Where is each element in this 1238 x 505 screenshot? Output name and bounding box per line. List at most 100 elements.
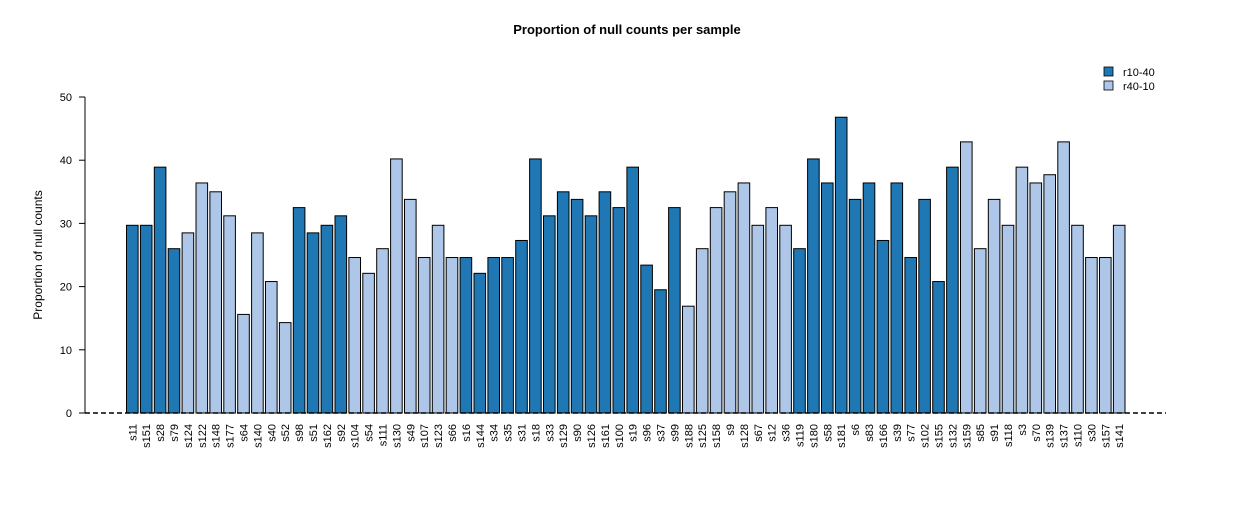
x-tick-label: s31	[517, 424, 529, 442]
x-tick-label: s90	[572, 424, 584, 442]
bar-s9	[723, 191, 737, 414]
x-tick-label: s137	[1059, 424, 1071, 448]
bar-s39	[890, 182, 904, 414]
bar-s125	[695, 248, 709, 414]
bar-s177	[223, 215, 236, 414]
x-tick-label: s11	[127, 424, 139, 441]
bar-s49	[404, 198, 417, 414]
bar-s122	[195, 182, 209, 414]
bar-s52	[278, 322, 292, 414]
x-tick-label: s144	[475, 424, 487, 448]
bar-s85	[973, 248, 987, 414]
x-tick-label: s49	[405, 424, 417, 442]
bar-s31	[515, 239, 528, 414]
bar-s91	[987, 198, 1001, 414]
x-tick-label: s180	[808, 424, 820, 448]
y-tick-label: 40	[60, 155, 72, 167]
y-axis: 0 10 20 30 40 50	[60, 92, 86, 420]
x-tick-label: s118	[1003, 424, 1015, 447]
bar-s79	[167, 248, 181, 414]
bar-s18	[529, 158, 542, 414]
bar-s129	[556, 191, 570, 414]
x-tick-label: s132	[947, 424, 959, 448]
y-tick-label: 0	[66, 408, 72, 420]
x-tick-label: s124	[183, 424, 195, 448]
x-tick-label: s162	[322, 424, 334, 448]
x-tick-label: s9	[725, 424, 737, 436]
bar-s151	[139, 224, 153, 414]
bar-s119	[793, 248, 806, 414]
x-tick-label: s12	[767, 424, 779, 442]
x-tick-label: s104	[350, 424, 362, 448]
x-tick-label: s64	[239, 424, 251, 442]
bar-s110	[1071, 224, 1084, 414]
x-tick-label: s85	[975, 424, 987, 442]
bar-s102	[918, 198, 931, 414]
bar-s35	[501, 257, 514, 414]
bar-s64	[237, 313, 250, 414]
x-tick-label: s126	[586, 424, 598, 448]
x-tick-label: s98	[294, 424, 306, 442]
x-tick-label: s141	[1114, 424, 1126, 448]
x-tick-labels: s11 s151 s28 s79 s124 s122 s148 s177 s64 s140 s40 s…	[127, 424, 1126, 448]
bar-s130	[390, 158, 403, 414]
bar-s58	[821, 182, 834, 414]
bar-s188	[682, 305, 695, 414]
x-tick-label: s91	[989, 424, 1001, 442]
bar-s34	[487, 257, 500, 414]
bar-s92	[334, 215, 348, 414]
bar-s83	[862, 182, 876, 414]
x-tick-label: s151	[141, 424, 153, 448]
x-tick-label: s188	[683, 424, 695, 448]
y-tick-label: 10	[60, 345, 72, 357]
x-tick-label: s139	[1045, 424, 1057, 448]
bar-s99	[668, 207, 681, 414]
bar-s124	[181, 232, 195, 414]
x-tick-label: s107	[419, 424, 431, 448]
x-tick-label: s140	[252, 424, 264, 448]
x-tick-label: s34	[489, 424, 501, 442]
bar-s90	[570, 198, 584, 414]
bar-s123	[431, 224, 445, 414]
bar-s54	[362, 272, 375, 414]
bar-s158	[709, 207, 723, 414]
bar-s28	[153, 166, 167, 414]
bar-s181	[834, 116, 848, 414]
bar-s19	[626, 166, 640, 414]
bar-s37	[654, 289, 667, 414]
bar-s33	[543, 215, 556, 414]
x-tick-label: s18	[530, 424, 542, 442]
x-tick-label: s52	[280, 424, 292, 442]
bar-s128	[737, 182, 751, 414]
bar-s66	[445, 257, 459, 414]
x-tick-label: s66	[447, 424, 459, 442]
x-tick-label: s19	[628, 424, 640, 442]
x-tick-label: s129	[558, 424, 570, 448]
x-tick-label: s102	[920, 424, 932, 448]
bar-s141	[1112, 224, 1126, 414]
x-tick-label: s67	[753, 424, 765, 442]
bar-s40	[265, 281, 278, 414]
bar-s67	[751, 224, 765, 414]
bar-s51	[306, 232, 320, 414]
bar-s118	[1001, 224, 1015, 414]
x-tick-label: s77	[906, 424, 918, 442]
x-tick-label: s157	[1100, 424, 1112, 448]
bars	[126, 116, 1126, 414]
x-tick-label: s125	[697, 424, 709, 448]
bar-s139	[1043, 174, 1057, 414]
x-tick-label: s158	[711, 424, 723, 448]
bar-s12	[765, 207, 779, 414]
bar-s132	[946, 166, 959, 414]
bar-s70	[1029, 182, 1043, 414]
bar-s157	[1099, 257, 1112, 414]
x-tick-label: s83	[864, 424, 876, 442]
bar-s111	[376, 248, 389, 414]
bar-s96	[640, 264, 653, 414]
x-tick-label: s161	[600, 424, 612, 448]
bar-s161	[598, 191, 612, 414]
x-tick-label: s177	[225, 424, 237, 448]
bar-s155	[932, 281, 945, 414]
bar-s3	[1015, 166, 1029, 414]
x-tick-label: s30	[1086, 424, 1098, 442]
